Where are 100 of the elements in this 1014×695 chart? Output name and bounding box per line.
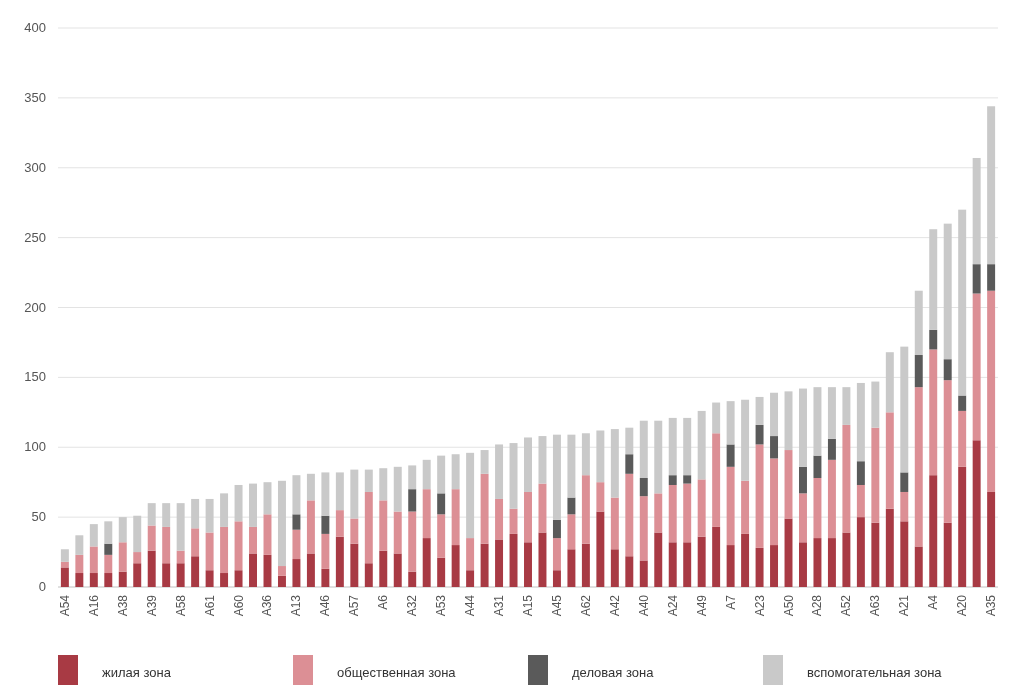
bar	[118, 542, 127, 572]
bar	[958, 410, 967, 467]
x-tick-label: A40	[636, 594, 651, 617]
y-tick-label: 300	[24, 159, 46, 175]
bar	[842, 532, 851, 587]
bar	[610, 549, 619, 587]
x-tick-label: A15	[521, 594, 535, 617]
bar	[364, 469, 373, 492]
bar	[306, 473, 315, 501]
bar	[900, 472, 909, 492]
bar	[176, 550, 185, 564]
bar	[249, 483, 257, 527]
legend-label: общественная зона	[337, 665, 457, 680]
bar	[60, 561, 69, 568]
bar	[509, 533, 518, 587]
x-tick-label: A54	[57, 594, 72, 617]
bar	[480, 473, 489, 544]
bar	[755, 547, 764, 587]
bar	[856, 461, 865, 485]
bar	[292, 529, 301, 560]
bar	[755, 396, 764, 425]
bar	[712, 433, 721, 527]
bar	[408, 571, 417, 587]
bar	[799, 388, 807, 467]
bar	[480, 543, 489, 587]
x-tick-label: A62	[578, 594, 593, 617]
bar	[741, 533, 750, 587]
bar	[321, 533, 330, 569]
bar	[639, 478, 648, 497]
bar	[914, 546, 923, 587]
bar	[885, 508, 894, 587]
bar	[914, 387, 923, 547]
bar	[205, 570, 214, 587]
bar	[538, 483, 547, 533]
bar	[712, 402, 721, 434]
bar	[162, 563, 171, 587]
bar	[393, 553, 402, 587]
bar	[104, 554, 113, 574]
bar	[813, 478, 822, 539]
x-tick-label: A32	[405, 594, 420, 617]
bar	[249, 526, 257, 554]
bar	[943, 380, 952, 523]
bar	[770, 436, 779, 459]
x-tick-label: A42	[607, 594, 622, 617]
bar	[827, 438, 836, 460]
bar	[856, 484, 865, 518]
bar	[509, 508, 518, 534]
bar	[726, 444, 735, 467]
bar	[306, 500, 315, 554]
bar	[813, 455, 822, 478]
bar	[625, 473, 634, 557]
bar	[451, 454, 460, 490]
bar	[538, 532, 547, 587]
x-tick-label: A49	[694, 594, 709, 617]
x-tick-label: A45	[549, 594, 564, 617]
y-tick-label: 150	[24, 369, 46, 385]
bar	[350, 543, 359, 587]
bar	[741, 399, 750, 481]
x-tick-label: A20	[955, 594, 970, 617]
x-tick-label: A24	[665, 594, 680, 617]
bar	[408, 511, 417, 572]
bar	[914, 355, 923, 388]
bar	[683, 475, 692, 484]
bar	[364, 563, 373, 587]
bar	[451, 545, 460, 587]
y-tick-label: 50	[31, 509, 46, 525]
x-tick-label: A21	[897, 594, 912, 617]
bar	[668, 484, 677, 543]
bar	[335, 510, 344, 537]
bar	[726, 466, 735, 546]
bar	[75, 535, 84, 555]
bar	[567, 434, 576, 498]
bar	[191, 556, 200, 587]
bar	[943, 223, 952, 360]
bar	[350, 518, 359, 544]
bar	[480, 450, 489, 474]
bar	[712, 526, 721, 587]
bar	[972, 440, 981, 587]
bar	[610, 429, 619, 498]
bar	[827, 387, 836, 439]
bar	[422, 459, 431, 490]
bar	[89, 524, 98, 547]
x-tick-label: A61	[202, 594, 217, 617]
bar	[885, 412, 894, 509]
x-tick-label: A57	[347, 594, 362, 617]
bar	[929, 475, 938, 587]
bar	[929, 349, 938, 476]
x-tick-label: A6	[376, 594, 391, 610]
bar	[234, 484, 243, 522]
x-tick-label: A31	[492, 594, 507, 617]
bar	[639, 420, 648, 478]
x-tick-label: A4	[926, 594, 941, 610]
bar	[842, 424, 851, 533]
bar	[321, 515, 330, 534]
bar	[133, 515, 142, 553]
bar	[799, 542, 807, 587]
bar	[292, 559, 301, 587]
bar	[422, 538, 431, 587]
bar	[697, 479, 706, 537]
bar	[610, 497, 619, 550]
